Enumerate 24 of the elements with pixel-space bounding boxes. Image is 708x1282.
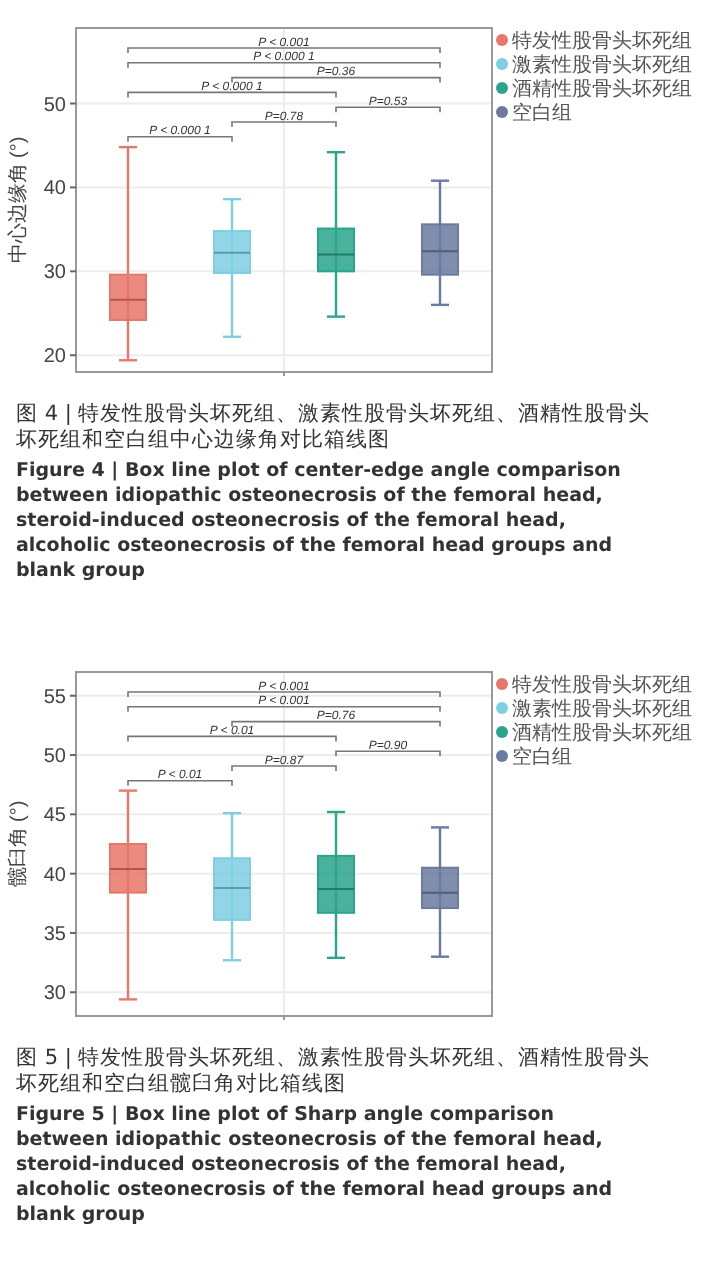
y-tick-label: 40 (43, 864, 67, 887)
legend-label: 特发性股骨头坏死组 (512, 673, 692, 697)
legend-label: 空白组 (512, 101, 572, 125)
y-tick-label: 30 (43, 262, 67, 285)
text: 图 4 | 特发性股骨头坏死组、激素性股骨头坏死组、酒精性股骨头坏死组和空白组中心边缘角对比箱线图 (14, 400, 651, 452)
y-tick-label: 55 (43, 686, 67, 709)
y-tick-label: 35 (43, 923, 67, 946)
y-tick-label: 50 (43, 94, 67, 117)
legend-label: 激素性股骨头坏死组 (512, 53, 692, 77)
text: Figure 4 | Box line plot of center-edge angle comparison between idiopathic osteonecrosis of the femoral head, steroid-induced osteonecrosis of the femoral head, alcoholic osteonecrosis of the femoral head groups and blank group (16, 460, 622, 582)
y-tick-label: 40 (43, 178, 67, 201)
text: Figure 5 | Box line plot of Sharp angle comparison between idiopathic osteonecrosis of the femoral head, steroid-induced osteonecrosis of the femoral head, alcoholic osteonecrosis of the femoral head groups and blank group (16, 1104, 613, 1226)
y-axis-title: 髋臼角 (°) (6, 800, 30, 888)
y-tick-label: 30 (43, 983, 67, 1006)
legend-label: 空白组 (512, 745, 572, 769)
y-tick-label: 20 (43, 346, 67, 369)
legend-label: 酒精性股骨头坏死组 (512, 77, 692, 101)
legend-label: 特发性股骨头坏死组 (512, 29, 692, 53)
text: 图 5 | 特发性股骨头坏死组、激素性股骨头坏死组、酒精性股骨头坏死组和空白组髋臼角对比箱线图 (14, 1044, 651, 1096)
legend-label: 激素性股骨头坏死组 (512, 697, 692, 721)
y-tick-label: 45 (43, 805, 67, 828)
y-tick-label: 50 (43, 746, 67, 769)
legend-label: 酒精性股骨头坏死组 (512, 721, 692, 745)
y-axis-title: 中心边缘角 (°) (6, 136, 30, 264)
